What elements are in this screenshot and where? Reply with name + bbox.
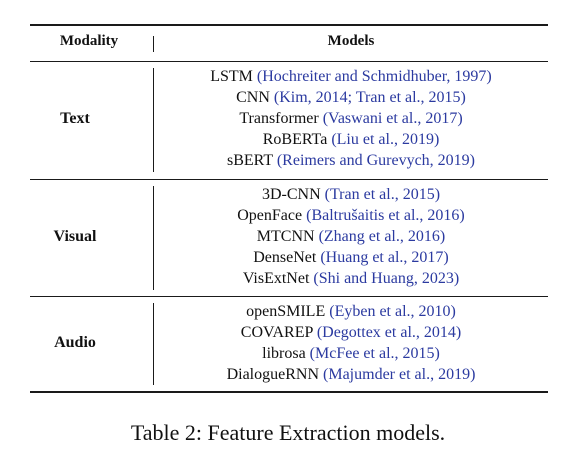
model-name: COVAREP [240,324,313,341]
model-citation: (Zhang et al., 2016) [318,228,446,245]
model-citation: (Hochreiter and Schmidhuber, 1997) [256,68,492,85]
model-citation: (Huang et al., 2017) [320,249,449,266]
model-row: RoBERTa (Liu et al., 2019) [154,130,548,150]
bottom-rule [30,391,548,393]
model-row: LSTM (Hochreiter and Schmidhuber, 1997) [154,67,548,87]
model-citation: (Degottex et al., 2014) [316,324,462,341]
model-name: librosa [262,345,306,362]
model-name: MTCNN [256,228,315,245]
model-citation: (Vaswani et al., 2017) [322,110,463,127]
model-citation: (Tran et al., 2015) [324,186,441,203]
header-modality: Modality [59,33,119,49]
model-name: RoBERTa [262,131,328,148]
group-rule-1 [30,179,548,180]
header-models: Models [327,33,375,49]
model-name: 3D-CNN [261,186,321,203]
top-rule [30,24,548,26]
model-name: DenseNet [253,249,317,266]
model-citation: (Eyben et al., 2010) [329,303,456,320]
model-citation: (Majumder et al., 2019) [323,366,476,383]
model-row: DenseNet (Huang et al., 2017) [154,248,548,268]
model-citation: (Kim, 2014; Tran et al., 2015) [273,89,466,106]
model-name: LSTM [210,68,253,85]
group-rule-2 [30,296,548,297]
model-row: librosa (McFee et al., 2015) [154,344,548,364]
model-row: sBERT (Reimers and Gurevych, 2019) [154,151,548,171]
model-row: OpenFace (Baltrušaitis et al., 2016) [154,206,548,226]
model-row: openSMILE (Eyben et al., 2010) [154,302,548,322]
header-rule [30,61,548,62]
model-citation: (Shi and Huang, 2023) [313,270,460,287]
model-citation: (Baltrušaitis et al., 2016) [306,207,465,224]
model-row: VisExtNet (Shi and Huang, 2023) [154,269,548,289]
model-row: COVAREP (Degottex et al., 2014) [154,323,548,343]
model-name: CNN [236,89,270,106]
group-label-visual: Visual [53,228,97,245]
model-citation: (Liu et al., 2019) [331,131,440,148]
model-citation: (Reimers and Gurevych, 2019) [276,152,476,169]
model-name: Transformer [239,110,319,127]
model-row: Transformer (Vaswani et al., 2017) [154,109,548,129]
model-row: CNN (Kim, 2014; Tran et al., 2015) [154,88,548,108]
model-name: OpenFace [237,207,303,224]
model-name: VisExtNet [242,270,310,287]
model-name: openSMILE [246,303,326,320]
group-label-audio: Audio [54,334,96,351]
group-label-text: Text [60,110,90,127]
model-row: 3D-CNN (Tran et al., 2015) [154,185,548,205]
column-divider-visual [153,186,154,290]
column-divider-audio [153,303,154,385]
model-row: DialogueRNN (Majumder et al., 2019) [154,365,548,385]
model-citation: (McFee et al., 2015) [309,345,440,362]
model-name: sBERT [226,152,273,169]
column-divider-text [153,68,154,172]
model-name: DialogueRNN [226,366,320,383]
table-caption: Table 2: Feature Extraction models. [130,420,446,445]
model-row: MTCNN (Zhang et al., 2016) [154,227,548,247]
header-divider [153,36,154,52]
